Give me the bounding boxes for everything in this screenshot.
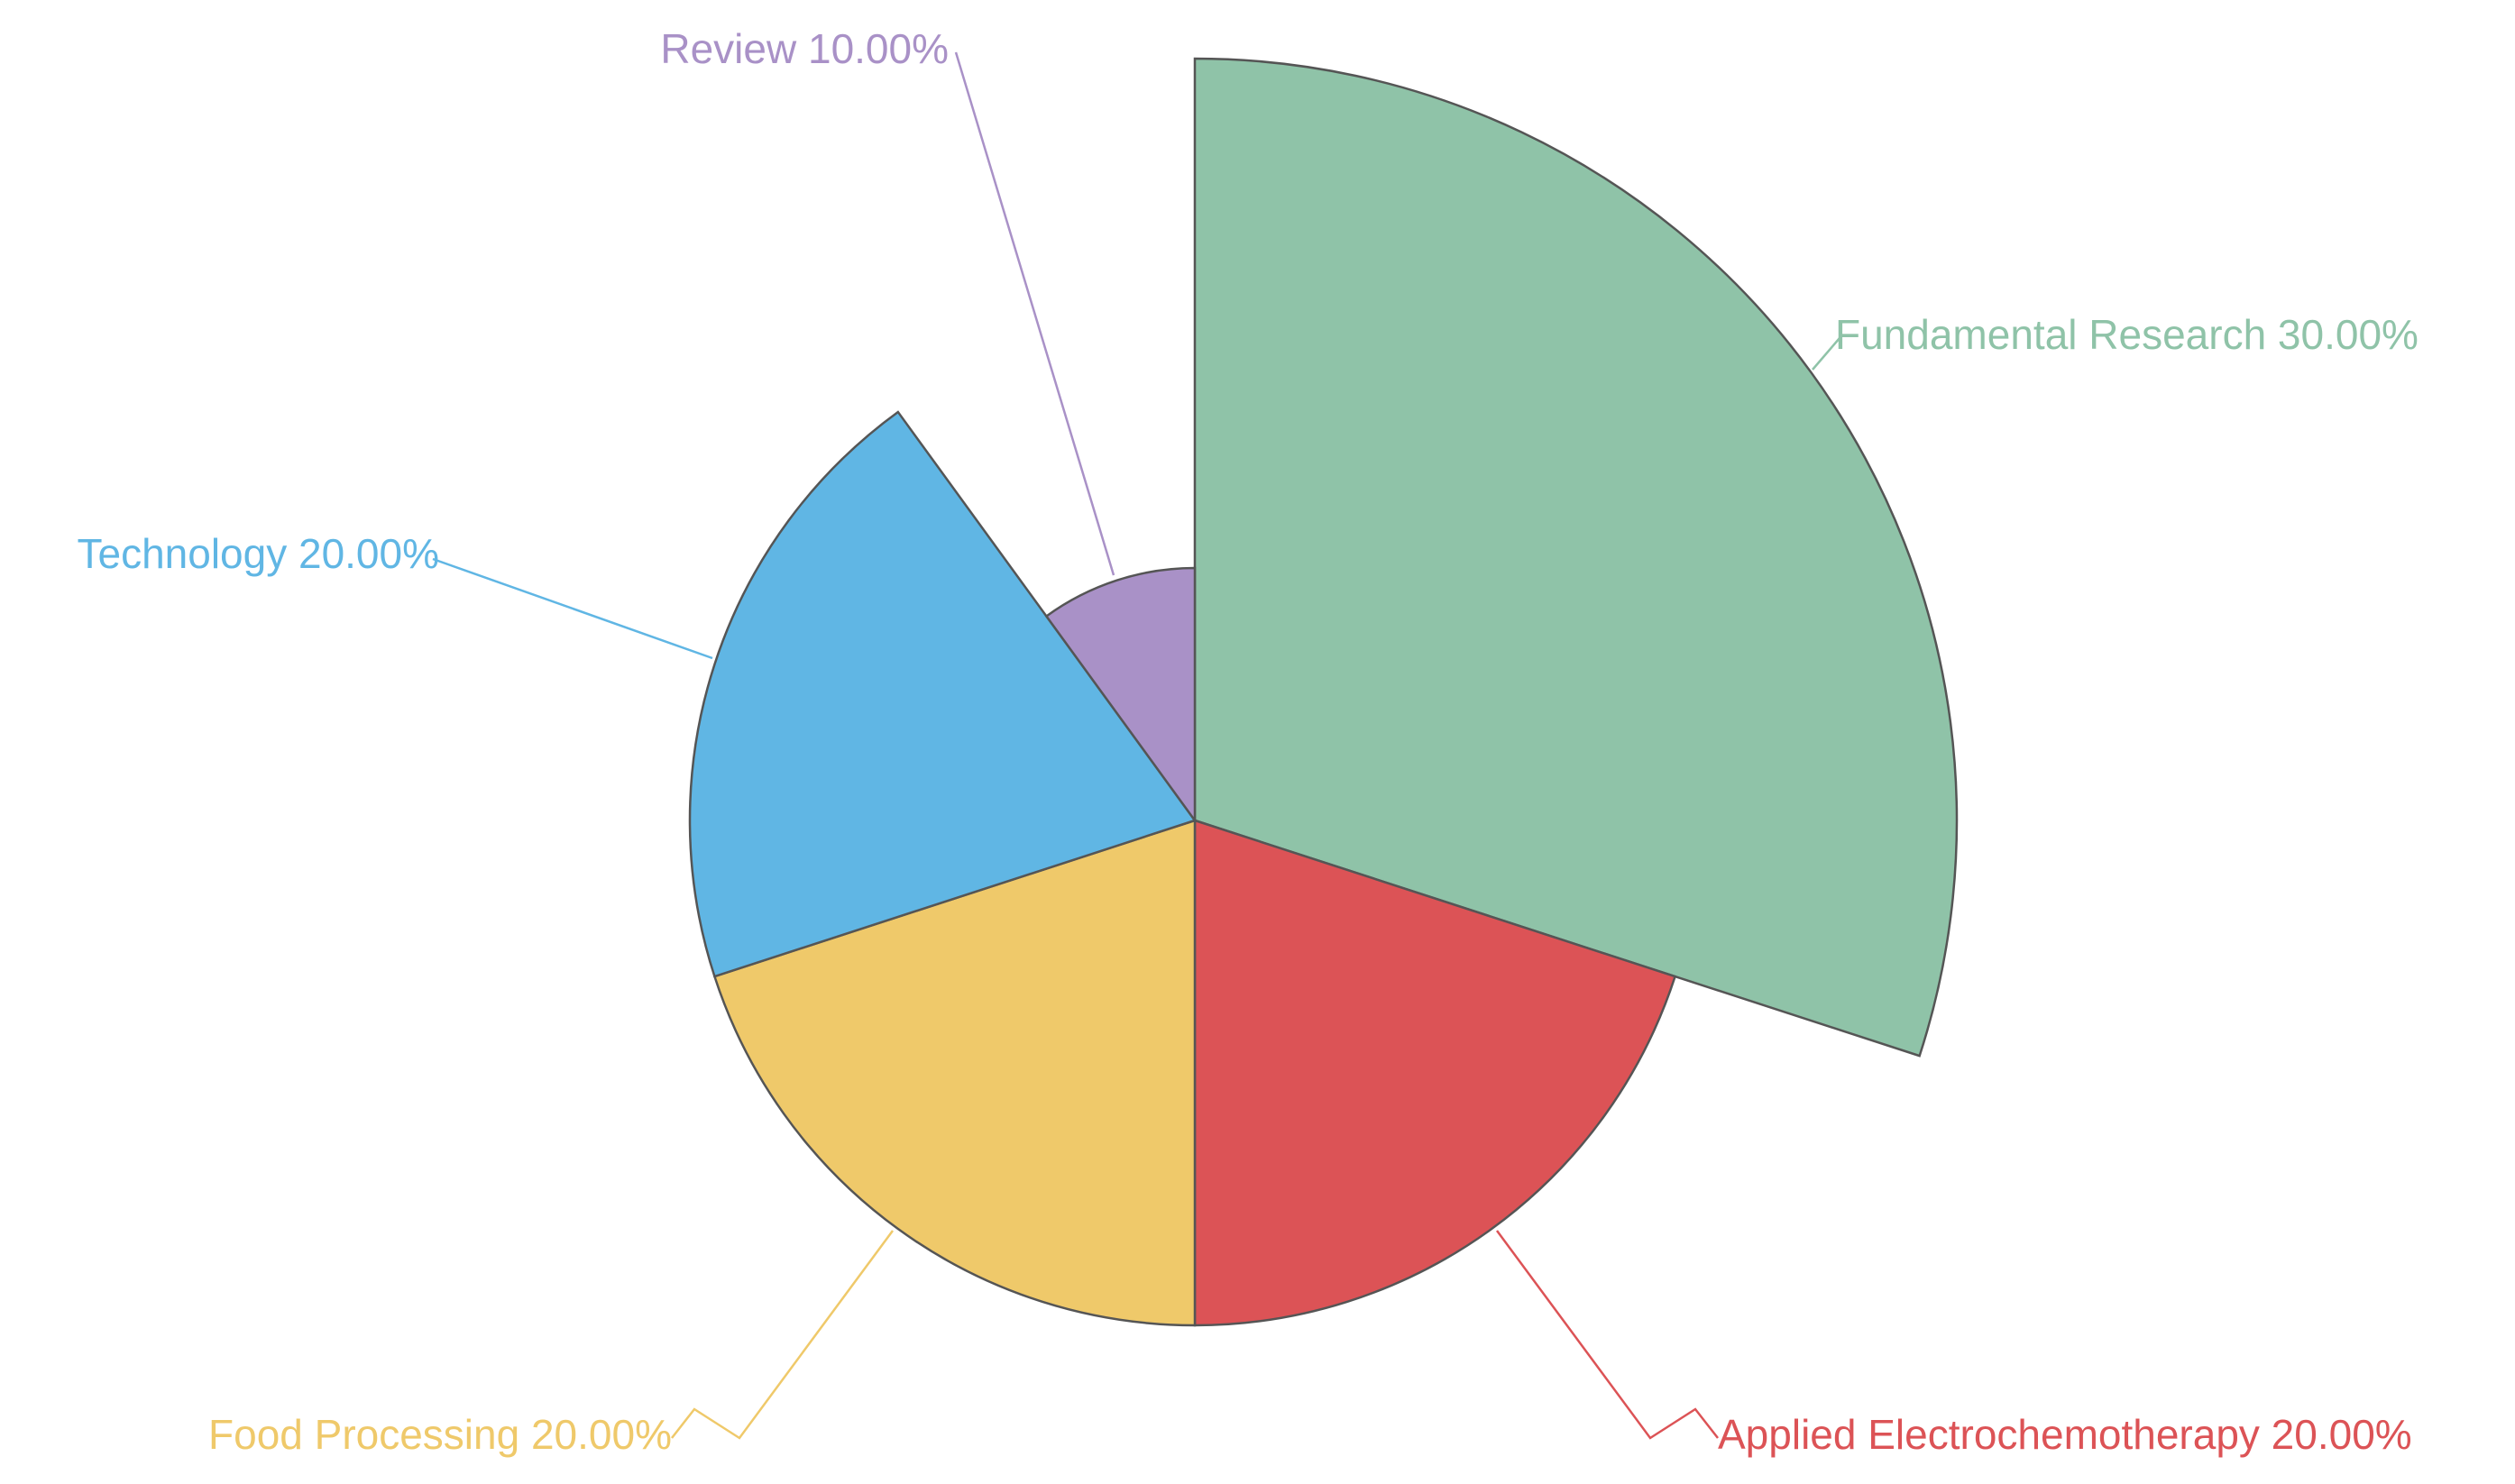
slice-applied-electrochemotherapy[interactable] [1193, 819, 1677, 1327]
leader-line-applied-electrochemotherapy [1495, 1230, 1719, 1440]
slice-technology[interactable] [688, 410, 1198, 978]
slice-review[interactable] [1044, 566, 1197, 824]
labels-layer: Fundamental Research 30.00% Applied Elect… [77, 25, 2418, 1458]
slice-label-food-processing: Food Processing 20.00% [208, 1411, 672, 1458]
leader-line-fundamental-research [1812, 337, 1840, 371]
leader-line-food-processing [671, 1230, 895, 1440]
leader-line-review [954, 51, 1115, 576]
slice-label-review: Review 10.00% [660, 25, 949, 72]
slice-food-processing[interactable] [712, 819, 1197, 1327]
slice-label-technology: Technology 20.00% [77, 530, 439, 577]
slices-layer [688, 57, 1959, 1327]
slice-label-fundamental-research: Fundamental Research 30.00% [1835, 311, 2419, 358]
slice-label-applied-electrochemotherapy: Applied Electrochemotherapy 20.00% [1718, 1411, 2412, 1458]
slice-fundamental-research[interactable] [1193, 57, 1959, 1058]
leader-line-technology [432, 557, 713, 660]
leader-lines-layer [432, 51, 1840, 1440]
